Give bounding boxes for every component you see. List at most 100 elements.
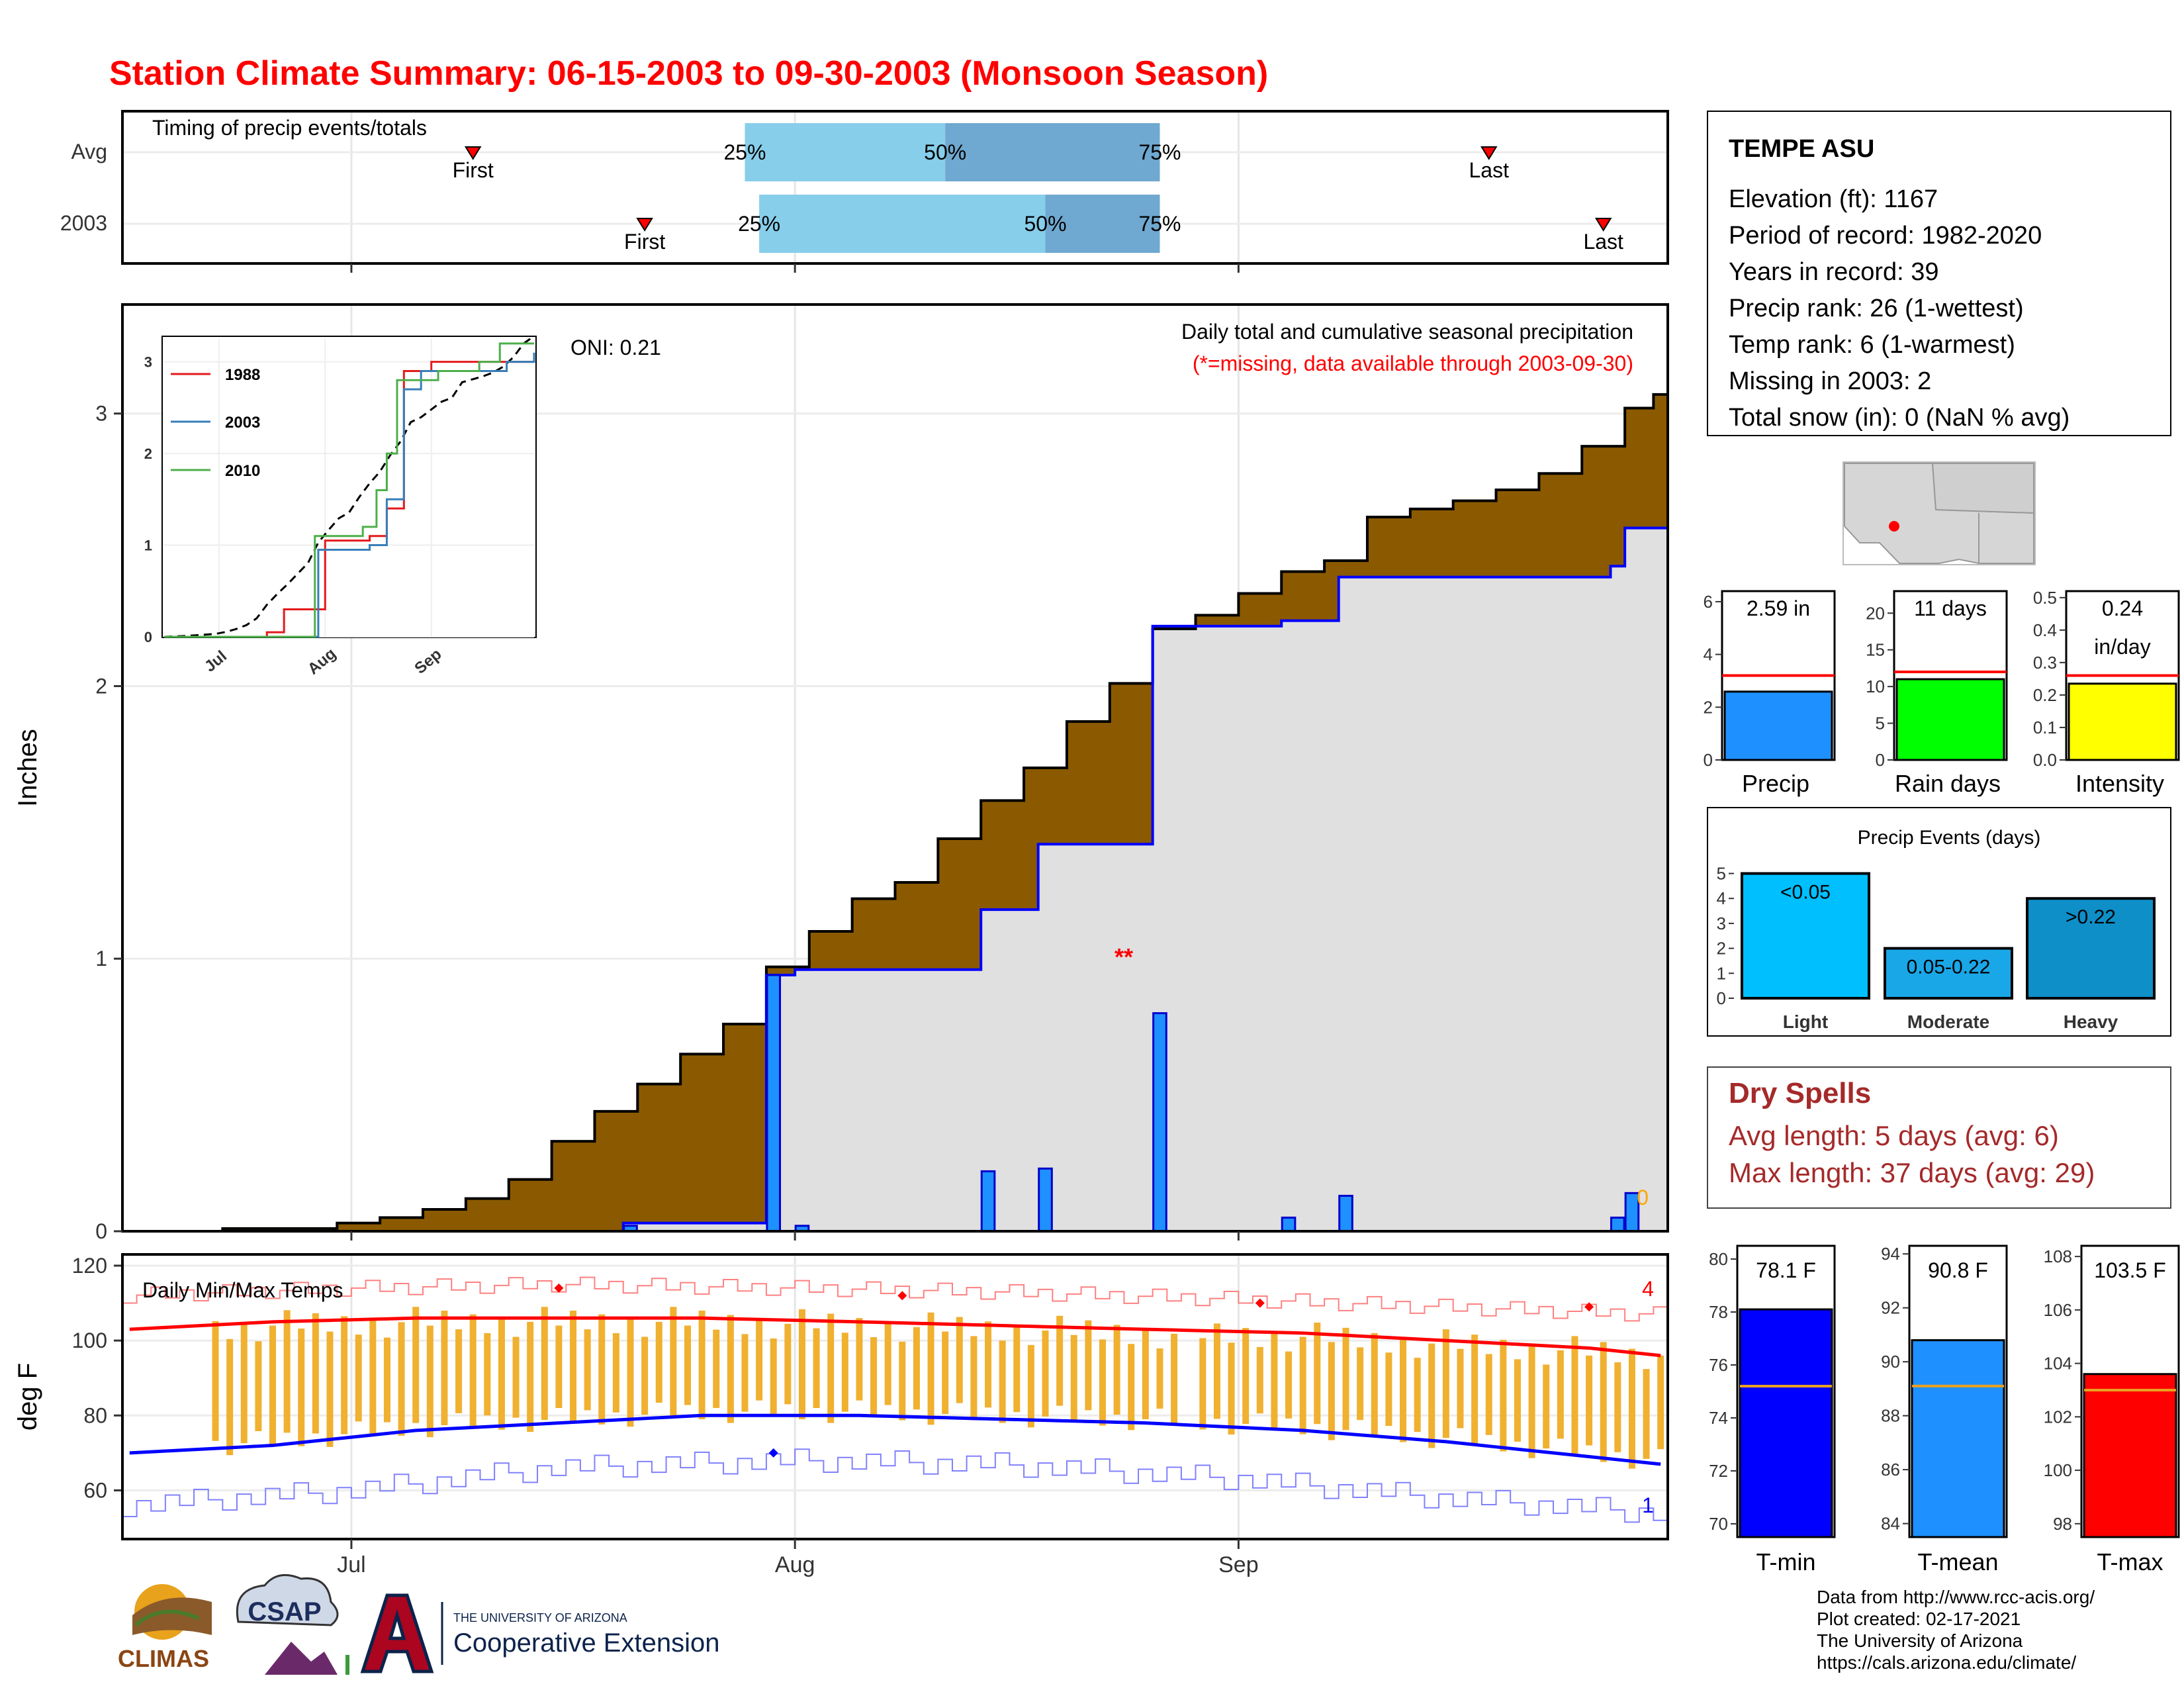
timing-bar-dark-y2003 bbox=[1045, 195, 1160, 253]
inset-ytick-label: 2 bbox=[144, 445, 152, 462]
credit-plot-created: Plot created: 02-17-2021 bbox=[1817, 1609, 2021, 1629]
events-ytick-label: 5 bbox=[1717, 864, 1726, 884]
csap-logo-text: CSAP bbox=[248, 1597, 321, 1626]
summary-value-unit: in/day bbox=[2094, 635, 2150, 659]
events-ytick-label: 1 bbox=[1717, 963, 1726, 983]
temp-summary-value-label: 90.8 F bbox=[1928, 1258, 1988, 1282]
temp-summary-bars: 70 72 74 76 78 80 78.1 F T-min 84 86 88 90 92 94 90.8 … bbox=[1709, 1244, 2180, 1575]
events-ytick-label: 4 bbox=[1717, 888, 1726, 908]
timing-first-label-y2003: First bbox=[624, 230, 665, 254]
temp-summary-ytick-label: 76 bbox=[1709, 1355, 1728, 1375]
temp-record-high-line bbox=[122, 1276, 1668, 1322]
summary-ytick-label: 0.0 bbox=[2033, 750, 2057, 770]
locator-map bbox=[1843, 461, 2036, 565]
summary-value-label: 11 days bbox=[1914, 596, 1987, 620]
precip-ytick-label: 1 bbox=[95, 947, 107, 970]
temp-ytick-label: 80 bbox=[83, 1403, 107, 1427]
summary-value-label: 2.59 in bbox=[1747, 596, 1810, 620]
missing-marks: ** bbox=[1115, 943, 1133, 970]
timing-panel: Timing of precip events/totals Avg 2003 … bbox=[60, 110, 1669, 265]
timing-pct-label-avg-1: 50% bbox=[924, 140, 966, 164]
inset-series-line-2010 bbox=[164, 342, 534, 638]
temp-avg-min-line bbox=[129, 1413, 1661, 1466]
station-line-missing: Missing in 2003: 2 bbox=[1729, 367, 1931, 395]
month-tick-label: Aug bbox=[775, 1552, 815, 1577]
csap-logo-cloud bbox=[236, 1573, 339, 1626]
temp-content bbox=[122, 1276, 1668, 1523]
summary-bar-intensity bbox=[2068, 682, 2177, 761]
events-category-label: Moderate bbox=[1907, 1011, 1989, 1032]
temp-summary-bar-t-min bbox=[1739, 1308, 1833, 1538]
precip-avg-deficit-fill bbox=[122, 394, 1668, 1231]
temp-summary-bar-t-max bbox=[2083, 1373, 2177, 1538]
events-ytick-label: 3 bbox=[1717, 914, 1726, 933]
precip-daily-bar bbox=[1610, 1216, 1625, 1233]
dry-spells-avg: Avg length: 5 days (avg: 6) bbox=[1729, 1120, 2059, 1151]
summary-ytick-label: 0.1 bbox=[2033, 718, 2057, 737]
temp-summary-value-label: 78.1 F bbox=[1756, 1258, 1816, 1282]
temp-summary-ytick-label: 80 bbox=[1709, 1249, 1728, 1269]
precip-annotation-missing: (*=missing, data available through 2003-… bbox=[1193, 352, 1633, 375]
map-station-marker bbox=[1889, 521, 1899, 532]
timing-pct-label-y2003-0: 25% bbox=[738, 212, 780, 236]
summary-ytick-label: 4 bbox=[1704, 645, 1713, 665]
inset-legend-1988: 1988 bbox=[225, 366, 260, 384]
precip-daily-bar bbox=[1038, 1167, 1053, 1233]
station-info: TEMPE ASU Elevation (ft): 1167 Period of… bbox=[1707, 111, 2171, 436]
csap-logo: CSAP bbox=[236, 1573, 349, 1675]
events-ytick-label: 0 bbox=[1717, 988, 1726, 1008]
summary-ytick-label: 20 bbox=[1866, 603, 1885, 623]
climas-logo-rainbow bbox=[134, 1609, 200, 1627]
summary-ytick-label: 0.3 bbox=[2033, 653, 2057, 673]
precip-year-fill bbox=[122, 528, 1668, 1232]
temp-summary-ytick-label: 94 bbox=[1881, 1244, 1900, 1264]
temp-avg-max-line bbox=[129, 1316, 1661, 1358]
timing-last-label-avg: Last bbox=[1469, 158, 1510, 182]
inset-ytick-label: 0 bbox=[144, 629, 152, 645]
temp-summary-ytick-label: 104 bbox=[2044, 1354, 2072, 1374]
precip-y-axis-label: Inches bbox=[13, 729, 42, 807]
precip-avg-cumulative-line bbox=[122, 393, 1668, 1233]
precip-panel-frame bbox=[121, 303, 1669, 1233]
temp-summary-value-label: 103.5 F bbox=[2094, 1258, 2166, 1282]
precip-annotation-title: Daily total and cumulative seasonal prec… bbox=[1181, 320, 1633, 344]
station-info-frame bbox=[1707, 111, 2171, 436]
precip-ytick-label: 0 bbox=[95, 1219, 107, 1243]
temp-record-high-marker bbox=[554, 1283, 564, 1293]
inset-series-line-1988 bbox=[164, 361, 534, 638]
precip-daily-bar bbox=[1281, 1216, 1297, 1233]
temp-summary-ytick-label: 100 bbox=[2044, 1460, 2072, 1480]
events-bar-light bbox=[1741, 872, 1870, 1000]
timing-last-marker-avg bbox=[1480, 146, 1498, 160]
temp-summary-category-label: T-min bbox=[1756, 1548, 1816, 1575]
temp-panel-frame bbox=[121, 1253, 1669, 1540]
summary-category-label: Rain days bbox=[1895, 770, 2001, 797]
temp-record-high-marker bbox=[1255, 1298, 1265, 1308]
temp-summary-ytick-label: 106 bbox=[2044, 1300, 2072, 1320]
summary-bar-precip bbox=[1723, 690, 1833, 761]
ua-logo-bottom-text: Cooperative Extension bbox=[453, 1628, 719, 1658]
timing-last-label-y2003: Last bbox=[1583, 230, 1623, 254]
timing-last-marker-y2003 bbox=[1594, 218, 1612, 232]
events-category-label: Heavy bbox=[2064, 1011, 2118, 1032]
month-axis: Jul Aug Sep bbox=[337, 263, 1259, 1577]
credit-url: https://cals.arizona.edu/climate/ bbox=[1817, 1652, 2076, 1673]
temp-ytick-label: 100 bbox=[72, 1329, 107, 1352]
timing-first-marker-avg bbox=[464, 146, 482, 160]
temp-summary-ytick-label: 72 bbox=[1709, 1461, 1728, 1481]
climas-logo-text: CLIMAS bbox=[118, 1645, 209, 1672]
ua-logo-top-text: THE UNIVERSITY OF ARIZONA bbox=[453, 1611, 627, 1624]
temp-count-cold: 1 bbox=[1642, 1493, 1654, 1517]
station-line-years: Years in record: 39 bbox=[1729, 258, 1939, 286]
temp-record-low-marker bbox=[768, 1448, 778, 1458]
temp-summary-ytick-label: 98 bbox=[2053, 1514, 2072, 1534]
summary-ytick-label: 2 bbox=[1704, 697, 1713, 717]
timing-first-label-avg: First bbox=[453, 158, 494, 182]
summary-bar-rain-days bbox=[1895, 678, 2005, 761]
summary-ytick-label: 5 bbox=[1876, 714, 1885, 733]
temp-panel-background bbox=[122, 1254, 1668, 1539]
station-line-period: Period of record: 1982-2020 bbox=[1729, 222, 2042, 250]
temp-summary-ytick-label: 88 bbox=[1881, 1406, 1900, 1426]
precip-events: Precip Events (days) 0 1 2 3 4 5 <0.05 Light 0.0… bbox=[1707, 807, 2171, 1037]
